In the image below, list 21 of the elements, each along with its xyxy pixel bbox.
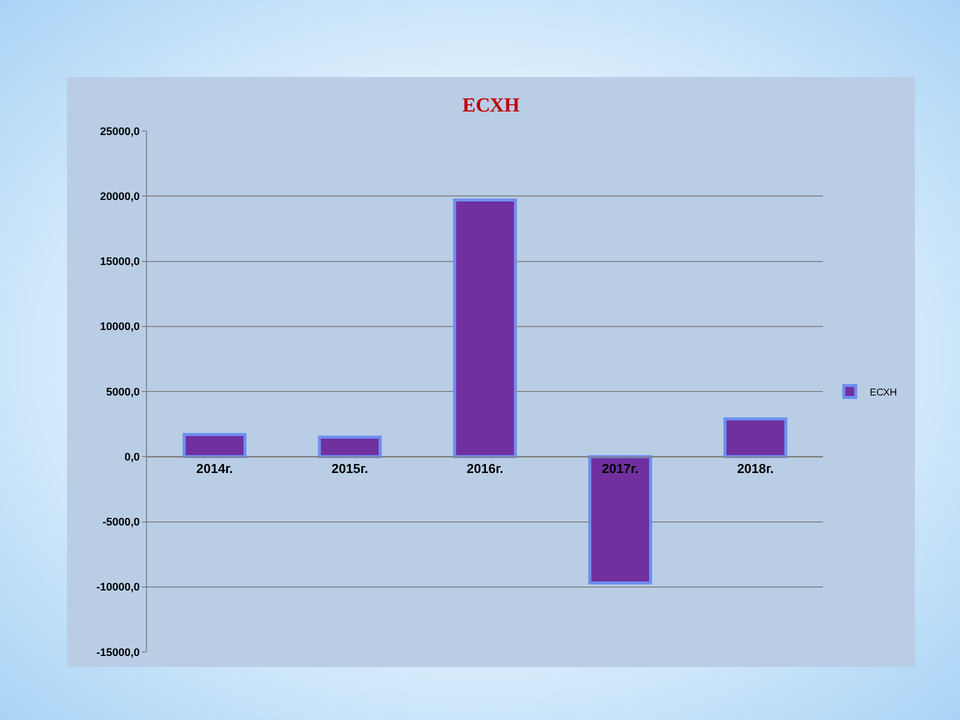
y-tick-label: 0,0 bbox=[124, 451, 140, 464]
x-tick-label: 2018г. bbox=[737, 461, 774, 476]
x-tick-label: 2015г. bbox=[331, 461, 368, 476]
y-tick-label: 25000,0 bbox=[100, 126, 140, 138]
y-tick-label: 10000,0 bbox=[100, 321, 140, 334]
x-tick-label: 2017г. bbox=[602, 461, 639, 476]
x-tick-label: 2016г. bbox=[466, 461, 504, 476]
bar bbox=[453, 198, 517, 458]
y-tick-label: -15000,0 bbox=[96, 646, 140, 659]
bar bbox=[723, 417, 788, 458]
y-tick-label: 20000,0 bbox=[100, 190, 140, 203]
bar bbox=[182, 432, 247, 458]
bar bbox=[318, 436, 382, 458]
bar bbox=[588, 455, 652, 584]
y-tick-label: 5000,0 bbox=[106, 386, 140, 398]
y-tick-label: -10000,0 bbox=[96, 582, 140, 594]
legend-label: ЕСХН bbox=[870, 387, 897, 398]
y-tick-label: 15000,0 bbox=[100, 256, 140, 268]
x-tick-label: 2014г. bbox=[196, 461, 233, 476]
chart-title: ЕСХН bbox=[462, 94, 520, 117]
y-tick-label: -5000,0 bbox=[102, 516, 140, 529]
